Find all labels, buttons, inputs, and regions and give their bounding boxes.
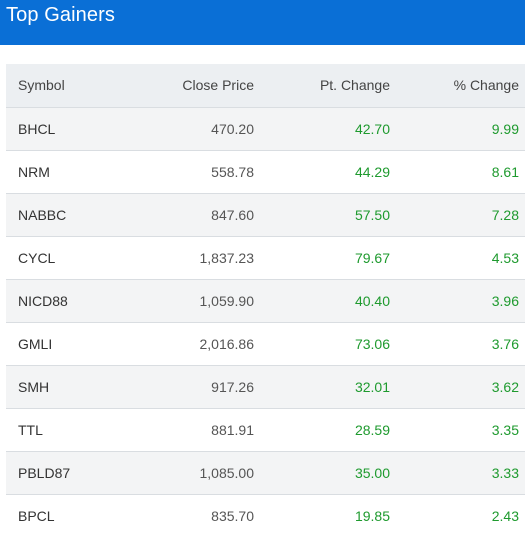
- table-row[interactable]: NICD88 1,059.90 40.40 3.96: [6, 279, 525, 322]
- cell-pct-change: 3.33: [491, 464, 519, 481]
- cell-symbol[interactable]: NICD88: [18, 292, 68, 309]
- cell-pt-change: 28.59: [354, 421, 390, 438]
- cell-pt-change: 79.67: [354, 249, 390, 266]
- column-header-pt-change[interactable]: Pt. Change: [319, 77, 390, 94]
- cell-pct-change: 3.96: [491, 292, 519, 309]
- cell-pct-change: 2.43: [491, 507, 519, 524]
- cell-symbol[interactable]: GMLI: [18, 335, 53, 352]
- cell-close-price: 558.78: [211, 163, 254, 180]
- cell-pct-change: 3.62: [491, 378, 519, 395]
- cell-close-price: 2,016.86: [199, 335, 255, 352]
- table-row[interactable]: BPCL 835.70 19.85 2.43: [6, 494, 525, 537]
- cell-close-price: 881.91: [211, 421, 254, 438]
- cell-close-price: 1,059.90: [199, 292, 255, 309]
- cell-close-price: 917.26: [211, 378, 254, 395]
- cell-close-price: 1,837.23: [199, 249, 255, 266]
- cell-close-price: 847.60: [211, 206, 254, 223]
- table-row[interactable]: NABBC 847.60 57.50 7.28: [6, 193, 525, 236]
- cell-symbol[interactable]: BPCL: [18, 507, 55, 524]
- cell-pct-change: 4.53: [491, 249, 519, 266]
- cell-pct-change: 3.76: [491, 335, 519, 352]
- header-bar: Top Gainers: [0, 0, 525, 45]
- column-header-pct-change[interactable]: % Change: [453, 77, 519, 94]
- table-row[interactable]: CYCL 1,837.23 79.67 4.53: [6, 236, 525, 279]
- cell-pct-change: 3.35: [491, 421, 519, 438]
- cell-close-price: 835.70: [211, 507, 254, 524]
- cell-symbol[interactable]: CYCL: [18, 249, 56, 266]
- top-gainers-table-container: Symbol Close Price Pt. Change % Change B…: [6, 64, 525, 537]
- cell-close-price: 1,085.00: [199, 464, 255, 481]
- cell-pct-change: 8.61: [491, 163, 519, 180]
- table-header-row: Symbol Close Price Pt. Change % Change: [6, 64, 525, 107]
- column-header-symbol[interactable]: Symbol: [18, 77, 65, 94]
- table-row[interactable]: SMH 917.26 32.01 3.62: [6, 365, 525, 408]
- cell-symbol[interactable]: BHCL: [18, 120, 56, 137]
- cell-pt-change: 57.50: [354, 206, 390, 223]
- cell-symbol[interactable]: PBLD87: [18, 464, 71, 481]
- cell-symbol[interactable]: SMH: [18, 378, 50, 395]
- table-row[interactable]: BHCL 470.20 42.70 9.99: [6, 107, 525, 150]
- cell-pt-change: 40.40: [354, 292, 390, 309]
- cell-symbol[interactable]: NRM: [18, 163, 50, 180]
- cell-close-price: 470.20: [211, 120, 254, 137]
- table-row[interactable]: GMLI 2,016.86 73.06 3.76: [6, 322, 525, 365]
- top-gainers-table: Symbol Close Price Pt. Change % Change B…: [6, 64, 525, 537]
- cell-pt-change: 73.06: [354, 335, 390, 352]
- cell-pt-change: 42.70: [354, 120, 390, 137]
- table-row[interactable]: PBLD87 1,085.00 35.00 3.33: [6, 451, 525, 494]
- cell-pct-change: 9.99: [491, 120, 519, 137]
- cell-pt-change: 35.00: [354, 464, 390, 481]
- cell-pt-change: 44.29: [354, 163, 390, 180]
- cell-symbol[interactable]: NABBC: [18, 206, 67, 223]
- table-row[interactable]: NRM 558.78 44.29 8.61: [6, 150, 525, 193]
- column-header-close-price[interactable]: Close Price: [182, 77, 254, 94]
- cell-pt-change: 19.85: [354, 507, 390, 524]
- cell-pt-change: 32.01: [354, 378, 390, 395]
- cell-symbol[interactable]: TTL: [18, 421, 43, 438]
- page-title: Top Gainers: [6, 4, 115, 26]
- table-row[interactable]: TTL 881.91 28.59 3.35: [6, 408, 525, 451]
- cell-pct-change: 7.28: [491, 206, 519, 223]
